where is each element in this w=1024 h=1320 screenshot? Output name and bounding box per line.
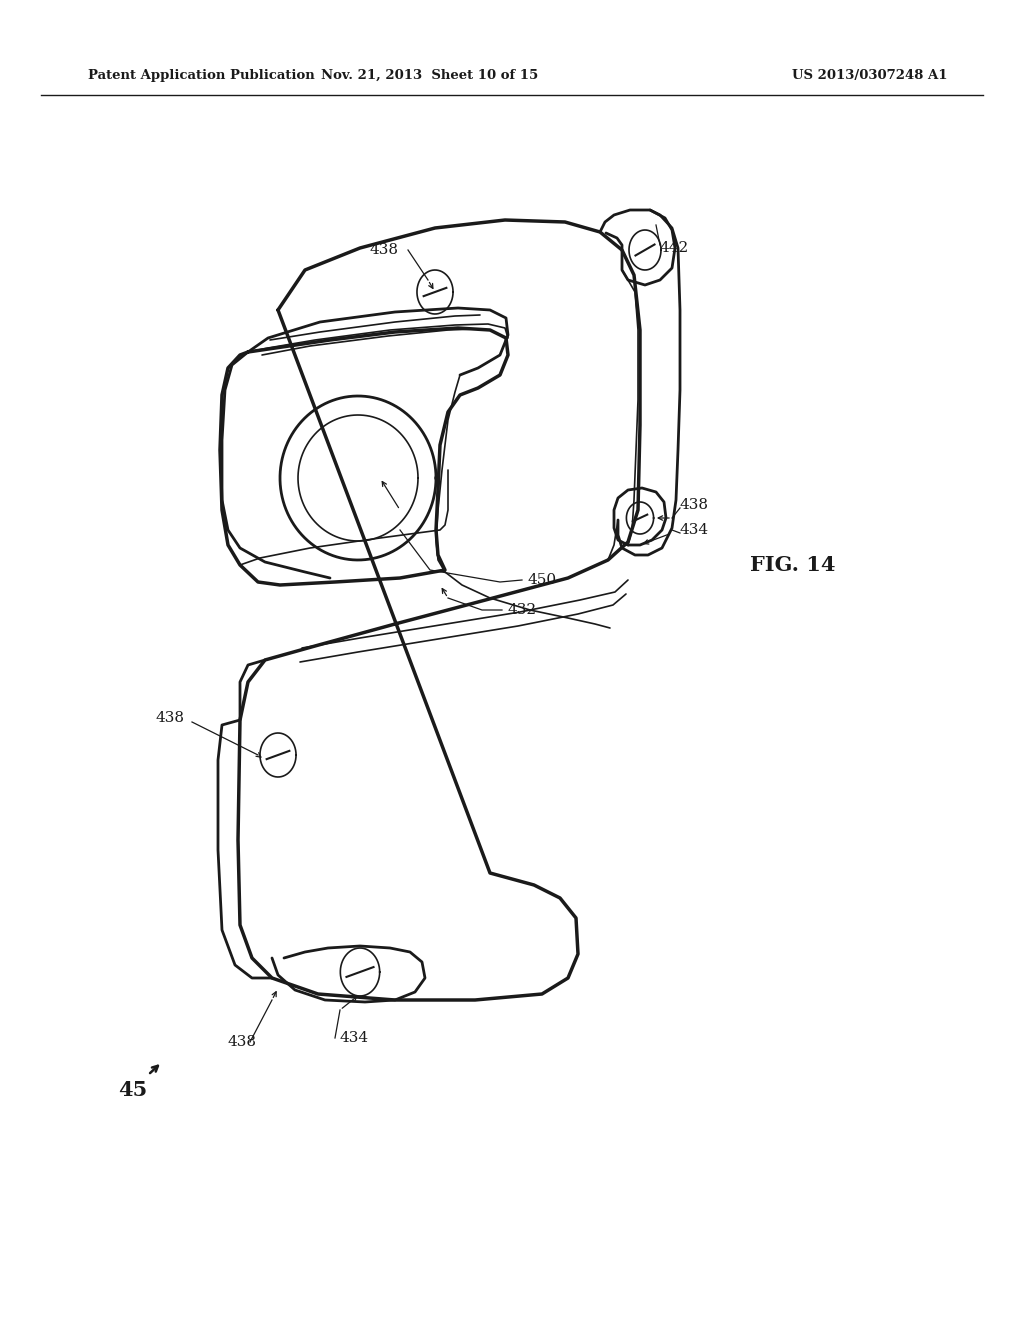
Text: 434: 434 <box>340 1031 369 1045</box>
Text: 438: 438 <box>155 711 184 725</box>
Text: 432: 432 <box>508 603 538 616</box>
Text: 438: 438 <box>369 243 398 257</box>
Text: 450: 450 <box>528 573 557 587</box>
Text: 45: 45 <box>119 1080 147 1100</box>
Text: US 2013/0307248 A1: US 2013/0307248 A1 <box>793 69 948 82</box>
Text: Nov. 21, 2013  Sheet 10 of 15: Nov. 21, 2013 Sheet 10 of 15 <box>322 69 539 82</box>
Text: FIG. 14: FIG. 14 <box>750 554 836 576</box>
Text: 434: 434 <box>680 523 710 537</box>
Text: 438: 438 <box>227 1035 256 1049</box>
Text: Patent Application Publication: Patent Application Publication <box>88 69 314 82</box>
Text: 438: 438 <box>680 498 709 512</box>
Text: 442: 442 <box>660 242 689 255</box>
